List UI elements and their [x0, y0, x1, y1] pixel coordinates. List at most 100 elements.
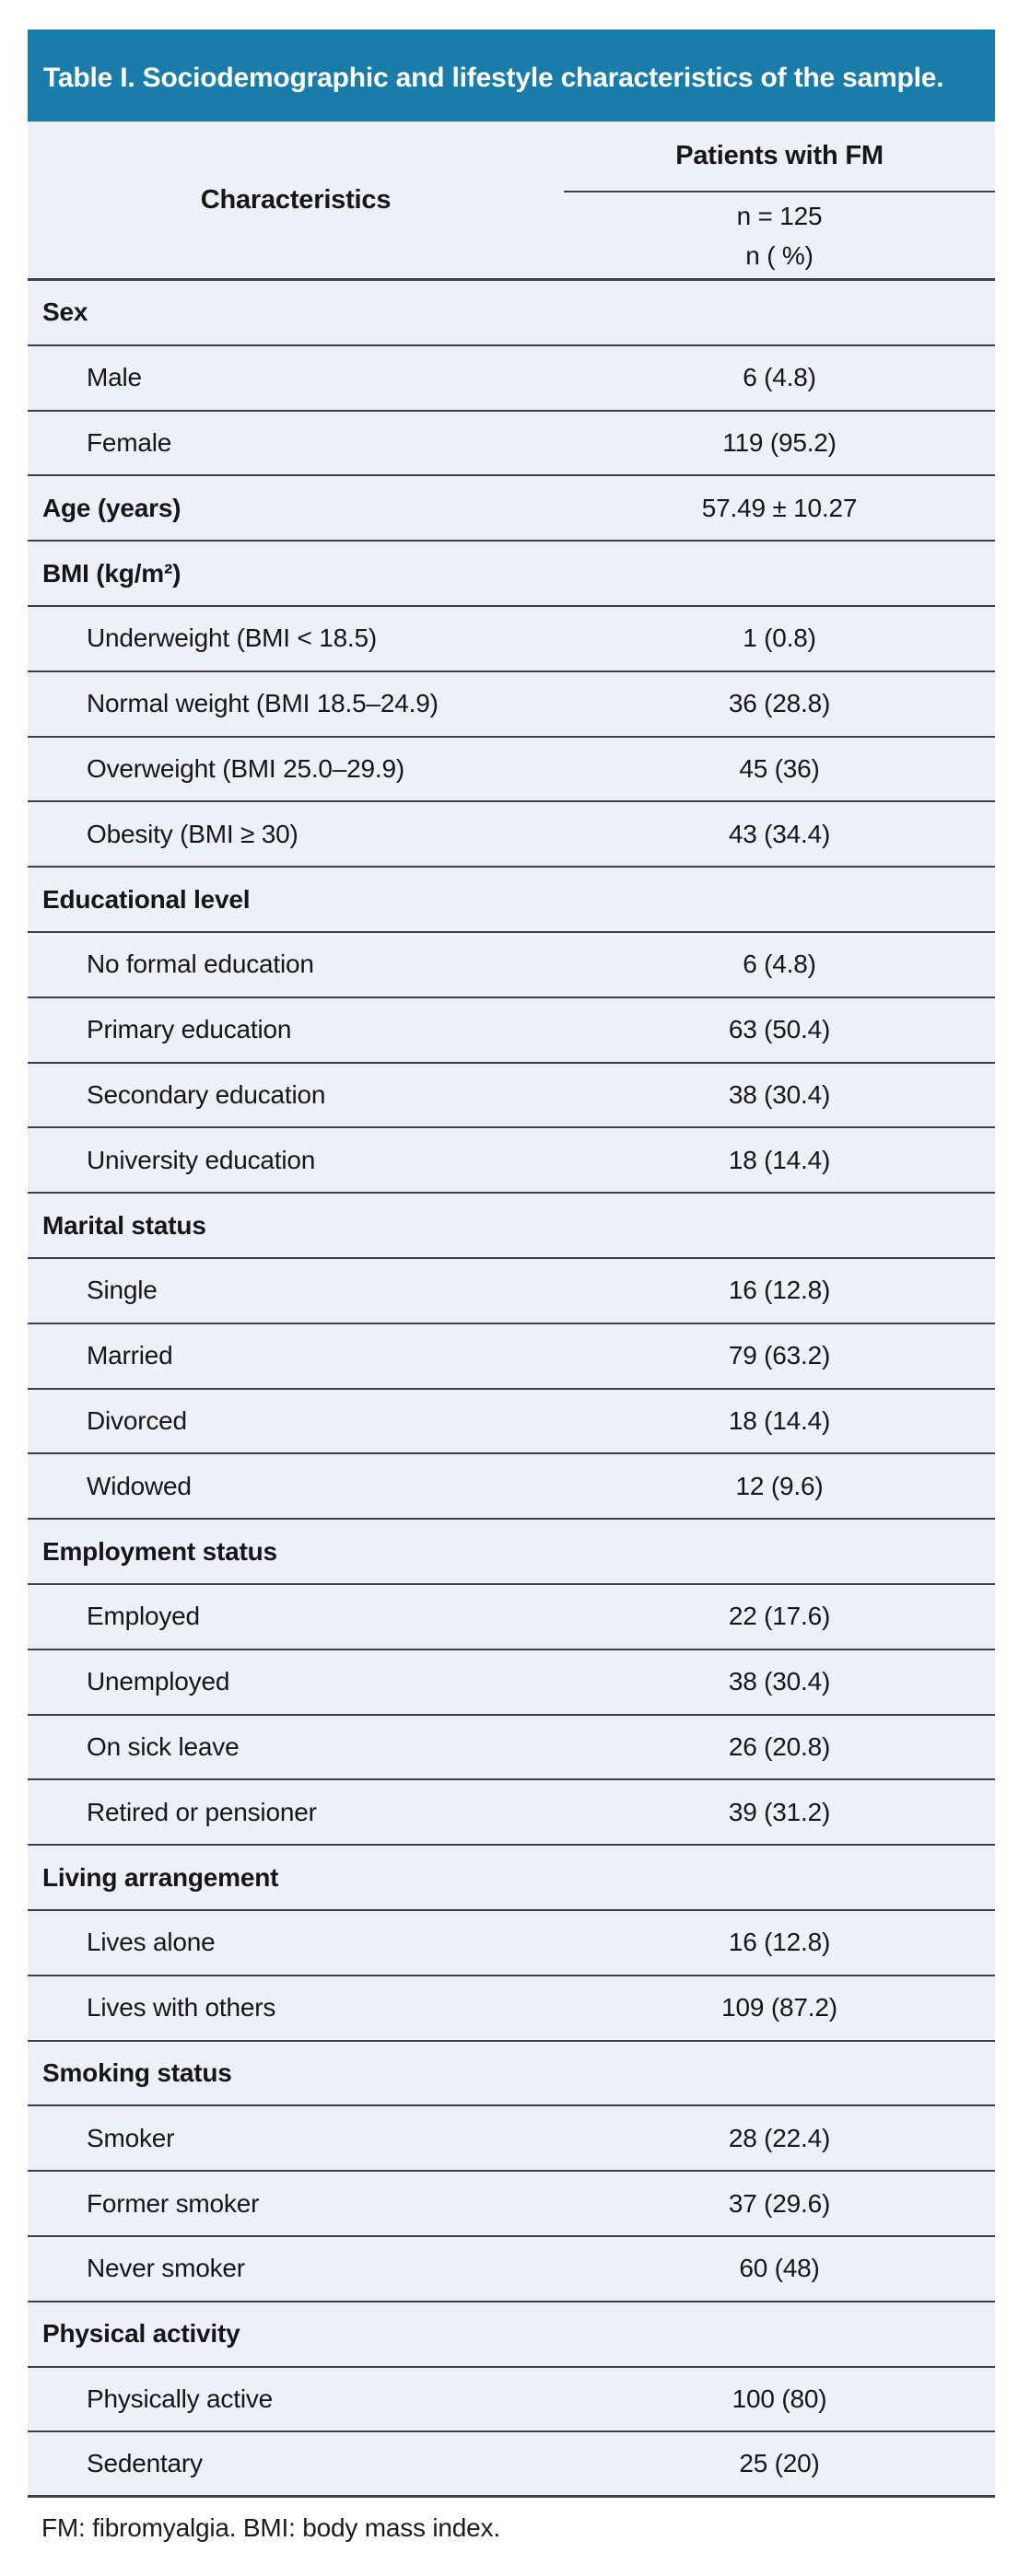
row-label: University education [87, 1145, 316, 1174]
row-value: 63 (50.4) [728, 1015, 831, 1044]
row-label: Former smoker [87, 2188, 260, 2218]
table-row: Educational level [28, 868, 995, 933]
column-header-characteristics: Characteristics [200, 184, 392, 215]
table-row: Never smoker 60 (48) [28, 2236, 995, 2302]
table-row: Sedentary 25 (20) [28, 2432, 995, 2499]
row-value: 100 (80) [732, 2384, 827, 2413]
row-value: 18 (14.4) [728, 1405, 831, 1435]
row-label: No formal education [87, 950, 314, 979]
table-row: Sex [28, 281, 995, 346]
row-value: 39 (31.2) [728, 1797, 831, 1826]
table-row: Male 6 (4.8) [28, 345, 995, 412]
table-row: Divorced 18 (14.4) [28, 1389, 995, 1455]
table-row: Married 79 (63.2) [28, 1323, 995, 1390]
table-row: Unemployed 38 (30.4) [28, 1649, 995, 1716]
table-row: No formal education 6 (4.8) [28, 932, 995, 998]
row-label: Married [87, 1341, 173, 1370]
row-label: BMI (kg/m²) [42, 558, 181, 588]
row-value: 45 (36) [739, 753, 820, 783]
row-label: Employment status [42, 1536, 277, 1566]
row-value: 26 (20.8) [728, 1731, 831, 1761]
row-value: 16 (12.8) [728, 1928, 831, 1957]
table-row: Retired or pensioner 39 (31.2) [28, 1780, 995, 1847]
table-row: Marital status [28, 1194, 995, 1259]
table-row: Employment status [28, 1520, 995, 1585]
row-value: 119 (95.2) [722, 427, 837, 457]
row-value: 109 (87.2) [721, 1993, 837, 2022]
table-row: Overweight (BMI 25.0–29.9) 45 (36) [28, 737, 995, 803]
row-label: Secondary education [87, 1079, 326, 1109]
row-label: Sedentary [87, 2449, 203, 2478]
row-label: Overweight (BMI 25.0–29.9) [87, 753, 404, 783]
row-label: Employed [87, 1602, 200, 1631]
row-label: Never smoker [87, 2254, 245, 2283]
table-row: Physically active 100 (80) [28, 2367, 995, 2433]
row-value: 60 (48) [739, 2254, 820, 2283]
table-title-bar: Table I. Sociodemographic and lifestyle … [28, 29, 995, 122]
row-label: Obesity (BMI ≥ 30) [87, 819, 298, 848]
table-title: Table I. Sociodemographic and lifestyle … [43, 62, 944, 93]
table-body: Sex Male 6 (4.8) Female 119 (95.2) Age (years… [28, 281, 995, 2499]
row-label: Single [87, 1276, 158, 1305]
row-label: Unemployed [87, 1667, 230, 1696]
table-row: Former smoker 37 (29.6) [28, 2172, 995, 2237]
row-label: Sex [42, 297, 88, 327]
table-row: University education 18 (14.4) [28, 1128, 995, 1195]
row-label: Divorced [87, 1405, 187, 1435]
table-row: Widowed 12 (9.6) [28, 1454, 995, 1521]
row-label: Lives alone [87, 1928, 216, 1957]
table-row: Smoker 28 (22.4) [28, 2106, 995, 2173]
sociodemographic-table: Table I. Sociodemographic and lifestyle … [28, 29, 995, 2544]
row-value: 43 (34.4) [728, 819, 831, 848]
table-footnote: FM: fibromyalgia. BMI: body mass index. [41, 2513, 500, 2543]
table-row: Lives alone 16 (12.8) [28, 1910, 995, 1976]
row-label: Widowed [87, 1471, 192, 1500]
table-row: Normal weight (BMI 18.5–24.9) 36 (28.8) [28, 671, 995, 738]
column-subheader-block: n = 125 n ( %) [564, 192, 995, 278]
row-value: 6 (4.8) [743, 950, 816, 979]
table-header-row: Characteristics Patients with FM n = 125… [28, 122, 995, 281]
row-value: 38 (30.4) [728, 1667, 831, 1696]
row-value: 36 (28.8) [728, 689, 831, 718]
column-header-patients-with-fm: Patients with FM [564, 122, 995, 192]
row-label: Physical activity [42, 2319, 240, 2349]
row-label: Marital status [42, 1210, 206, 1240]
row-label: Lives with others [87, 1993, 276, 2022]
row-value: 6 (4.8) [743, 363, 816, 392]
row-value: 18 (14.4) [728, 1145, 831, 1174]
row-value: 79 (63.2) [728, 1341, 831, 1370]
table-row: BMI (kg/m²) [28, 542, 995, 607]
table-row: Lives with others 109 (87.2) [28, 1976, 995, 2042]
row-label: Educational level [42, 884, 251, 914]
table-row: Female 119 (95.2) [28, 411, 995, 477]
table-row: Obesity (BMI ≥ 30) 43 (34.4) [28, 802, 995, 868]
row-value: 28 (22.4) [728, 2123, 831, 2152]
row-value: 1 (0.8) [743, 624, 816, 653]
table-row: Age (years) 57.49 ± 10.27 [28, 476, 995, 542]
row-label: Male [87, 363, 142, 392]
row-label: Age (years) [42, 493, 181, 522]
table-row: Living arrangement [28, 1846, 995, 1911]
row-label: Primary education [87, 1015, 292, 1044]
row-label: Smoking status [42, 2057, 232, 2087]
row-label: Female [87, 427, 172, 457]
table-row: Underweight (BMI < 18.5) 1 (0.8) [28, 606, 995, 672]
row-label: On sick leave [87, 1731, 240, 1761]
row-value: 16 (12.8) [728, 1276, 831, 1305]
row-label: Physically active [87, 2384, 274, 2413]
row-label: Living arrangement [42, 1862, 279, 1892]
row-label: Normal weight (BMI 18.5–24.9) [87, 689, 439, 718]
table-row: Secondary education 38 (30.4) [28, 1063, 995, 1129]
table-row: Primary education 63 (50.4) [28, 997, 995, 1064]
row-value: 57.49 ± 10.27 [701, 493, 858, 522]
row-value: 12 (9.6) [735, 1471, 824, 1500]
table-row: Single 16 (12.8) [28, 1258, 995, 1324]
column-header-group: Patients with FM n = 125 n ( %) [564, 122, 995, 278]
row-label: Underweight (BMI < 18.5) [87, 624, 378, 653]
row-value: 37 (29.6) [728, 2188, 831, 2218]
row-value: 38 (30.4) [728, 1079, 831, 1109]
row-value: 22 (17.6) [728, 1602, 831, 1631]
column-subheader-percent: n ( %) [745, 240, 813, 270]
row-label: Retired or pensioner [87, 1797, 317, 1826]
table-row: Smoking status [28, 2041, 995, 2107]
